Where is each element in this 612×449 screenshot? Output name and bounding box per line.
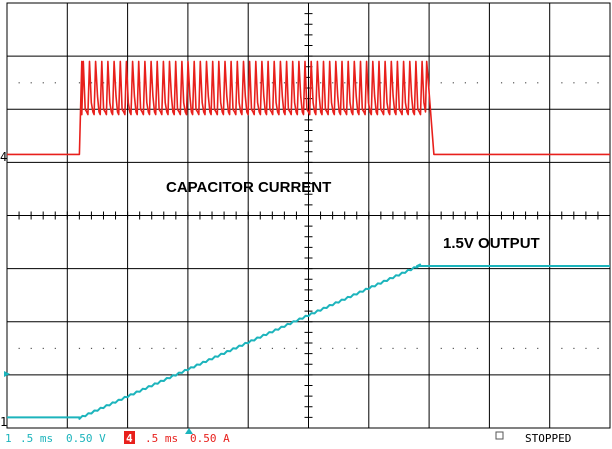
trigger-level-icon — [4, 371, 10, 377]
grid-dot — [380, 82, 382, 84]
grid-dot — [500, 347, 503, 350]
grid-dot — [573, 347, 575, 350]
grid-dot — [199, 347, 201, 350]
traces — [7, 60, 610, 420]
grid-dot — [464, 82, 466, 84]
grid-dot — [597, 347, 599, 350]
grid-dot — [175, 347, 177, 350]
grid-dot — [585, 347, 587, 350]
grid-dot — [18, 82, 20, 84]
status-bar: 1 .5 ms 0.50 V 4 .5 ms 0.50 A STOPPED — [5, 431, 571, 445]
grid-dot — [537, 82, 539, 84]
grid-dot — [18, 347, 20, 350]
grid-dot — [404, 347, 406, 350]
run-state-icon — [495, 431, 504, 440]
grid-dot — [139, 347, 141, 350]
grid-dot — [102, 82, 105, 84]
grid-dot — [332, 82, 334, 84]
grid-dot — [561, 82, 563, 84]
grid-dot — [78, 347, 81, 350]
grid-dot — [30, 82, 32, 84]
grid-dot — [585, 82, 587, 84]
ch1-marker: 1 — [0, 415, 7, 429]
grid-dot — [416, 347, 418, 350]
grid-dot — [271, 82, 274, 84]
grid-dot — [332, 347, 334, 350]
grid-dot — [320, 347, 322, 350]
ch4-marker: 4 — [0, 150, 7, 164]
grid-dot — [78, 82, 81, 84]
ch4-timebase: .5 ms — [145, 432, 178, 445]
grid-dot — [452, 347, 454, 350]
trigger-position-icon — [185, 428, 193, 434]
grid-dot — [42, 347, 44, 350]
grid-dot — [295, 82, 298, 84]
run-state: STOPPED — [525, 432, 571, 445]
grid-dot — [513, 347, 515, 350]
grid-dot — [259, 82, 261, 84]
grid-dot — [151, 347, 153, 350]
ch4-badge — [124, 431, 135, 444]
grid-dot — [259, 347, 261, 350]
grid-dot — [380, 347, 382, 350]
ch4-number: 4 — [126, 432, 133, 445]
grid-dot — [223, 347, 225, 350]
grid-dot — [54, 82, 56, 84]
grid-dot — [537, 347, 539, 350]
annotation-1-5v-output: 1.5V OUTPUT — [443, 235, 540, 252]
grid-dot — [344, 82, 346, 84]
grid-dot — [440, 82, 442, 84]
grid-dot — [30, 347, 32, 350]
grid-dot — [500, 82, 503, 84]
ch1-scale: 0.50 V — [66, 432, 106, 445]
annotation-capacitor-current: CAPACITOR CURRENT — [166, 179, 331, 196]
grid-dot — [452, 82, 454, 84]
grid-dot — [476, 82, 479, 84]
trace-capacitor-current — [7, 60, 610, 156]
grid-dot — [561, 347, 563, 350]
grid-dot — [115, 347, 117, 350]
grid-dot — [163, 347, 165, 350]
grid-dot — [476, 347, 479, 350]
grid-dot — [283, 82, 286, 84]
grid-dot — [283, 347, 286, 350]
grid-dot — [356, 347, 358, 350]
grid-dot — [344, 347, 346, 350]
grid-dot — [464, 347, 466, 350]
grid-dot — [320, 82, 322, 84]
grid-dot — [271, 347, 274, 350]
grid-dot — [42, 82, 44, 84]
grid-dot — [90, 347, 93, 350]
ch1-timebase: .5 ms — [20, 432, 53, 445]
grid-dot — [597, 82, 599, 84]
grid-dot — [573, 82, 575, 84]
ch1-number: 1 — [5, 432, 12, 445]
ch4-scale: 0.50 A — [190, 432, 230, 445]
grid-dot — [513, 82, 515, 84]
grid-dot — [392, 347, 394, 350]
grid-dot — [54, 347, 56, 350]
grid-dot — [295, 347, 298, 350]
grid-dot — [440, 347, 442, 350]
grid-dot — [525, 347, 527, 350]
grid-dot — [90, 82, 93, 84]
grid-dot — [525, 82, 527, 84]
grid-dot — [211, 347, 213, 350]
grid-dot — [102, 347, 105, 350]
grid-dot — [356, 82, 358, 84]
trace-output-voltage — [7, 263, 610, 420]
graticule — [6, 2, 611, 429]
